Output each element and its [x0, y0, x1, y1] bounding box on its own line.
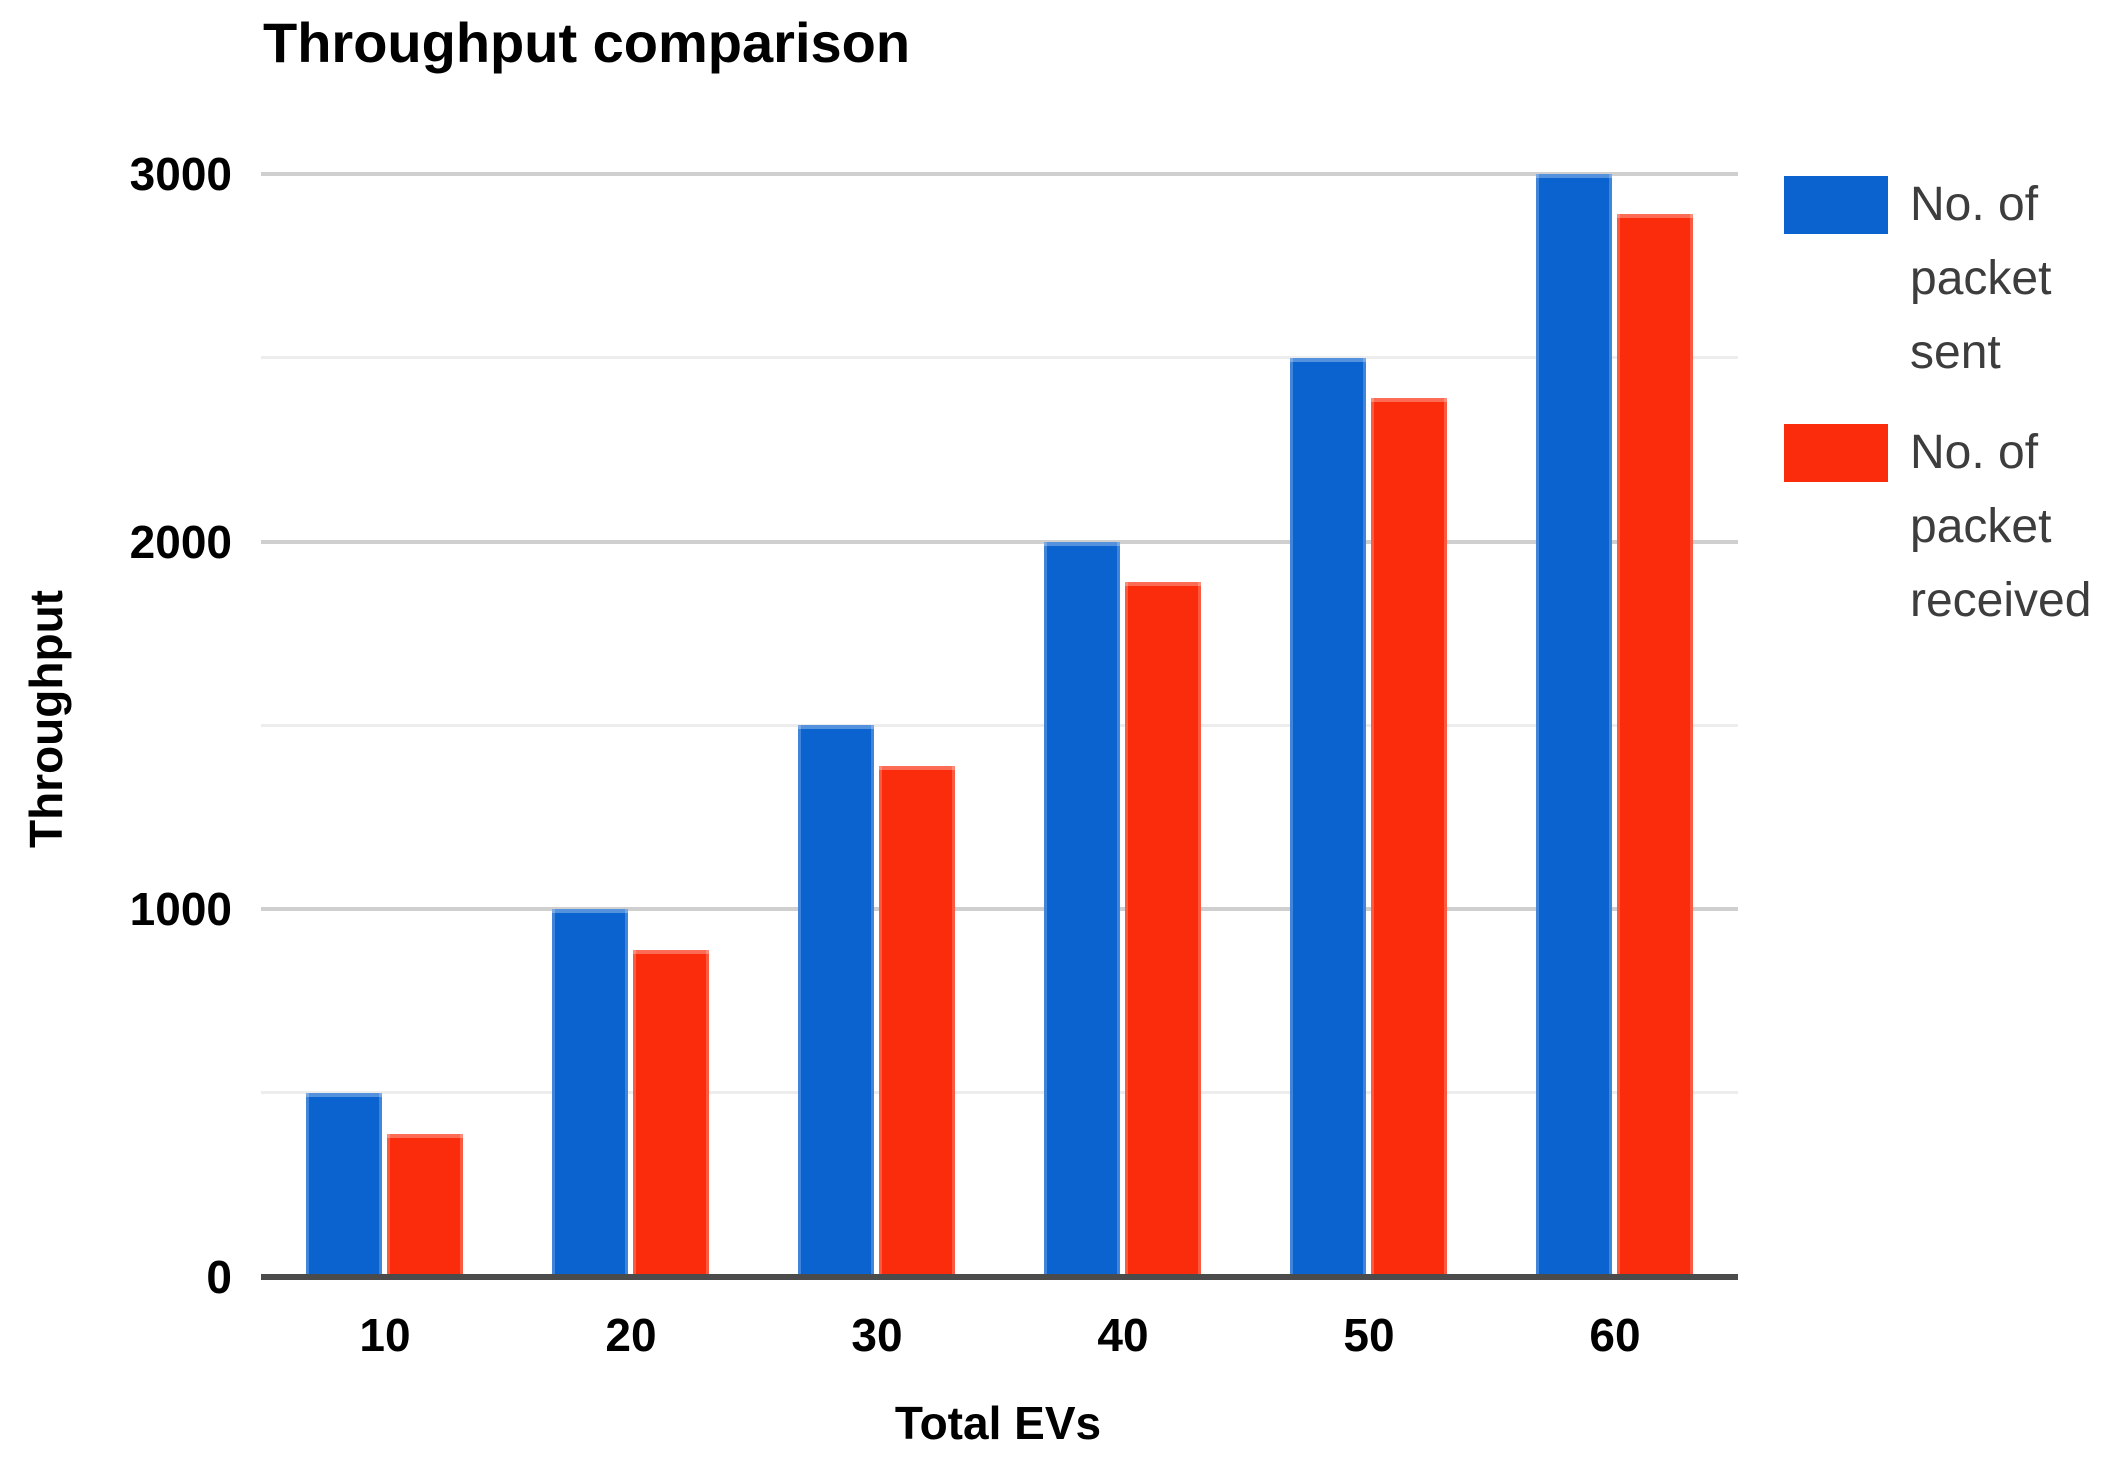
x-tick-50: 50 [1343, 1309, 1395, 1361]
x-tick-10: 10 [359, 1309, 411, 1361]
bar-sent-10 [306, 1093, 382, 1277]
x-tick-30: 30 [851, 1309, 903, 1361]
legend-label-sent: No. of packet sent [1910, 178, 2052, 379]
legend-item-sent: No. of packet sent [1784, 168, 2120, 390]
bar-group-20 [552, 174, 709, 1277]
x-axis-title: Total EVs [894, 1397, 1102, 1449]
bar-group-40 [1044, 174, 1201, 1277]
bar-group-30 [798, 174, 955, 1277]
gridline-1500 [261, 724, 1738, 727]
chart-title: Throughput comparison [263, 11, 911, 74]
bar-received-20 [633, 950, 709, 1277]
bar-group-60 [1536, 174, 1693, 1277]
legend: No. of packet sent No. of packet received [1784, 168, 2120, 664]
gridline-500 [261, 1091, 1738, 1094]
legend-item-received: No. of packet received [1784, 416, 2120, 638]
bar-received-10 [387, 1134, 463, 1277]
bar-group-50 [1290, 174, 1447, 1277]
gridline-1000 [261, 907, 1738, 911]
y-tick-1000: 1000 [129, 883, 232, 935]
bar-received-30 [879, 766, 955, 1277]
y-tick-2000: 2000 [129, 516, 232, 568]
bar-received-40 [1125, 582, 1201, 1277]
bar-sent-20 [552, 909, 628, 1277]
bar-sent-30 [798, 725, 874, 1277]
x-tick-60: 60 [1589, 1309, 1641, 1361]
bar-sent-50 [1290, 358, 1366, 1277]
plot-area [261, 172, 1738, 1280]
legend-swatch-received [1784, 424, 1888, 482]
y-tick-0: 0 [206, 1251, 232, 1303]
bar-sent-60 [1536, 174, 1612, 1277]
bar-sent-40 [1044, 542, 1120, 1277]
gridline-3000 [261, 172, 1738, 176]
bar-group-10 [306, 174, 463, 1277]
gridline-2500 [261, 356, 1738, 359]
bar-received-60 [1617, 214, 1693, 1277]
gridline-2000 [261, 540, 1738, 544]
x-tick-40: 40 [1097, 1309, 1149, 1361]
bar-received-50 [1371, 398, 1447, 1277]
y-tick-3000: 3000 [129, 148, 232, 200]
legend-swatch-sent [1784, 176, 1888, 234]
x-axis-line [261, 1274, 1738, 1280]
legend-label-received: No. of packet received [1910, 426, 2092, 627]
x-tick-20: 20 [605, 1309, 657, 1361]
